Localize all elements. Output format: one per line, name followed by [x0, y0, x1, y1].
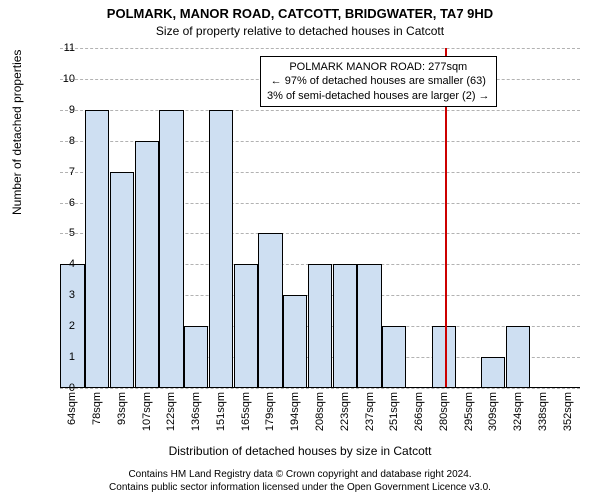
y-tick-label: 11 [64, 42, 75, 54]
chart-container: POLMARK, MANOR ROAD, CATCOTT, BRIDGWATER… [0, 0, 600, 500]
y-tick-label: 6 [69, 197, 75, 209]
annotation-line1: POLMARK MANOR ROAD: 277sqm [267, 60, 490, 74]
x-tick-label: 338sqm [537, 392, 549, 431]
y-tick-label: 7 [69, 166, 75, 178]
y-tick-label: 4 [69, 258, 75, 270]
x-tick-label: 352sqm [562, 392, 574, 431]
bar [283, 295, 307, 388]
x-tick-label: 151sqm [215, 392, 227, 431]
bar [481, 357, 505, 388]
bar [159, 110, 183, 388]
x-tick-label: 122sqm [165, 392, 177, 431]
gridline [60, 110, 580, 111]
chart-subtitle: Size of property relative to detached ho… [0, 24, 600, 38]
x-tick-label: 280sqm [438, 392, 450, 431]
bar [382, 326, 406, 388]
y-tick-label: 8 [69, 135, 75, 147]
x-tick-label: 93sqm [116, 392, 128, 425]
x-tick-label: 251sqm [388, 392, 400, 431]
bar [85, 110, 109, 388]
bar [234, 264, 258, 388]
x-tick-label: 78sqm [91, 392, 103, 425]
gridline [60, 388, 580, 389]
y-tick-label: 10 [63, 73, 75, 85]
x-tick-label: 194sqm [289, 392, 301, 431]
x-tick-label: 208sqm [314, 392, 326, 431]
y-tick-label: 5 [69, 227, 75, 239]
x-tick-label: 136sqm [190, 392, 202, 431]
y-tick-label: 3 [69, 289, 75, 301]
y-tick-label: 2 [69, 320, 75, 332]
y-tick-label: 1 [69, 351, 75, 363]
x-tick-label: 107sqm [141, 392, 153, 431]
bar [333, 264, 357, 388]
bar [184, 326, 208, 388]
y-tick-label: 9 [69, 104, 75, 116]
x-tick-label: 237sqm [364, 392, 376, 431]
bar [135, 141, 159, 388]
bar [258, 233, 282, 388]
x-tick-label: 64sqm [66, 392, 78, 425]
chart-title: POLMARK, MANOR ROAD, CATCOTT, BRIDGWATER… [0, 6, 600, 21]
footer-text: Contains HM Land Registry data © Crown c… [0, 468, 600, 494]
x-tick-label: 324sqm [512, 392, 524, 431]
x-tick-label: 309sqm [487, 392, 499, 431]
footer-line2: Contains public sector information licen… [0, 481, 600, 494]
x-tick-label: 165sqm [240, 392, 252, 431]
x-tick-label: 179sqm [264, 392, 276, 431]
y-axis-label: Number of detached properties [10, 50, 24, 215]
gridline [60, 48, 580, 49]
bar [308, 264, 332, 388]
x-axis-line [60, 387, 580, 388]
x-axis-label: Distribution of detached houses by size … [0, 444, 600, 458]
footer-line1: Contains HM Land Registry data © Crown c… [0, 468, 600, 481]
x-tick-label: 223sqm [339, 392, 351, 431]
marker-annotation: POLMARK MANOR ROAD: 277sqm ← 97% of deta… [260, 56, 497, 107]
x-tick-label: 266sqm [413, 392, 425, 431]
bar [506, 326, 530, 388]
x-tick-label: 295sqm [463, 392, 475, 431]
bar [110, 172, 134, 388]
annotation-line3: 3% of semi-detached houses are larger (2… [267, 89, 490, 103]
annotation-line2: ← 97% of detached houses are smaller (63… [267, 74, 490, 88]
bar [209, 110, 233, 388]
bar [357, 264, 381, 388]
